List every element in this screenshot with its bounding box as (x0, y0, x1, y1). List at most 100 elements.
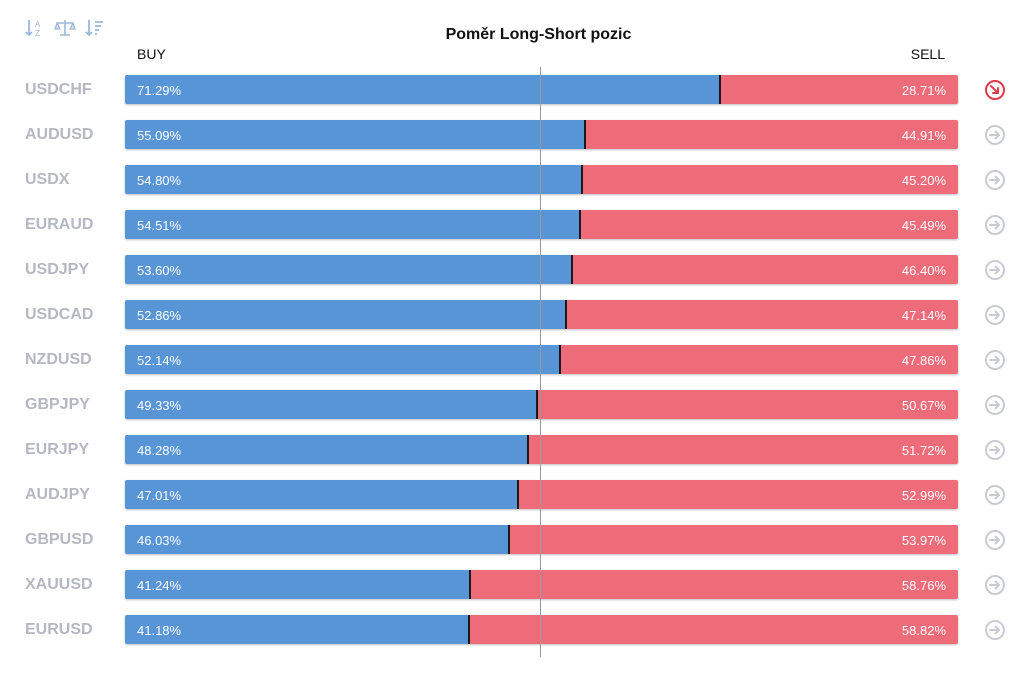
arrow-right-icon[interactable] (984, 394, 1006, 416)
ratio-divider (535, 390, 538, 419)
buy-segment: 49.33% (125, 390, 536, 419)
chart-title: Poměr Long-Short pozic (445, 26, 632, 43)
ratio-divider (581, 165, 584, 194)
buy-segment: 55.09% (125, 120, 584, 149)
ratio-row: XAUUSD 41.24% 58.76% (0, 569, 1023, 614)
ratio-bar: 47.01% 52.99% (125, 480, 958, 509)
ratio-divider (527, 435, 530, 464)
buy-segment: 52.14% (125, 345, 560, 374)
ratio-row: USDCAD 52.86% 47.14% (0, 299, 1023, 344)
sell-segment: 50.67% (537, 390, 958, 419)
sell-segment: 58.82% (470, 615, 958, 644)
ratio-divider (579, 210, 582, 239)
ratio-bar: 46.03% 53.97% (125, 525, 958, 554)
sell-percent-label: 50.67% (901, 398, 946, 413)
ratio-row: EURUSD 41.18% 58.82% (0, 614, 1023, 659)
ratio-row: GBPUSD 46.03% 53.97% (0, 524, 1023, 569)
arrow-right-icon[interactable] (984, 124, 1006, 146)
arrow-right-icon[interactable] (984, 214, 1006, 236)
symbol-label: AUDJPY (25, 486, 90, 503)
ratio-divider (468, 615, 471, 644)
buy-segment: 47.01% (125, 480, 517, 509)
sell-segment: 45.20% (583, 165, 958, 194)
sell-segment: 53.97% (510, 525, 958, 554)
buy-segment: 41.18% (125, 615, 469, 644)
buy-percent-label: 52.86% (137, 308, 182, 323)
ratio-divider (559, 345, 562, 374)
ratio-bar: 53.60% 46.40% (125, 255, 958, 284)
buy-segment: 53.60% (125, 255, 572, 284)
ratio-rows: USDCHF 71.29% 28.71% AUDUSD 55.09% 44.91% USDX… (0, 74, 1023, 659)
arrow-right-icon[interactable] (984, 169, 1006, 191)
ratio-bar: 41.18% 58.82% (125, 615, 958, 644)
arrow-right-icon[interactable] (984, 439, 1006, 461)
buy-percent-label: 55.09% (137, 128, 182, 143)
buy-percent-label: 52.14% (137, 353, 182, 368)
ratio-divider (508, 525, 511, 554)
sell-percent-label: 58.82% (901, 623, 946, 638)
ratio-row: USDX 54.80% 45.20% (0, 164, 1023, 209)
sell-segment: 47.86% (561, 345, 958, 374)
sell-segment: 45.49% (581, 210, 958, 239)
ratio-bar: 48.28% 51.72% (125, 435, 958, 464)
buy-segment: 41.24% (125, 570, 469, 599)
buy-header: BUY (137, 46, 166, 62)
buy-percent-label: 41.24% (137, 578, 182, 593)
arrow-right-icon[interactable] (984, 574, 1006, 596)
symbol-label: XAUUSD (25, 576, 93, 593)
symbol-label: AUDUSD (25, 126, 94, 143)
symbol-label: EURUSD (25, 621, 93, 638)
ratio-bar: 52.14% 47.86% (125, 345, 958, 374)
ratio-row: EURAUD 54.51% 45.49% (0, 209, 1023, 254)
symbol-label: EURAUD (25, 216, 94, 233)
sell-segment: 58.76% (470, 570, 958, 599)
buy-percent-label: 47.01% (137, 488, 182, 503)
sell-segment: 47.14% (567, 300, 958, 329)
sell-percent-label: 53.97% (901, 533, 946, 548)
ratio-bar: 49.33% 50.67% (125, 390, 958, 419)
ratio-bar: 54.80% 45.20% (125, 165, 958, 194)
arrow-down-right-icon[interactable] (984, 79, 1006, 101)
ratio-row: GBPJPY 49.33% 50.67% (0, 389, 1023, 434)
symbol-label: GBPJPY (25, 396, 90, 413)
buy-segment: 71.29% (125, 75, 719, 104)
sell-percent-label: 46.40% (901, 263, 946, 278)
buy-percent-label: 48.28% (137, 443, 182, 458)
symbol-label: USDJPY (25, 261, 90, 278)
sell-percent-label: 51.72% (901, 443, 946, 458)
sell-segment: 44.91% (585, 120, 958, 149)
buy-segment: 48.28% (125, 435, 528, 464)
sell-percent-label: 45.49% (901, 218, 946, 233)
ratio-bar: 41.24% 58.76% (125, 570, 958, 599)
ratio-bar: 54.51% 45.49% (125, 210, 958, 239)
arrow-right-icon[interactable] (984, 259, 1006, 281)
sell-segment: 52.99% (518, 480, 958, 509)
buy-percent-label: 46.03% (137, 533, 182, 548)
sell-segment: 28.71% (720, 75, 958, 104)
buy-percent-label: 54.51% (137, 218, 182, 233)
buy-segment: 46.03% (125, 525, 509, 554)
arrow-right-icon[interactable] (984, 529, 1006, 551)
ratio-divider (468, 570, 471, 599)
buy-segment: 52.86% (125, 300, 566, 329)
sort-alphabetical-icon[interactable]: A Z (24, 17, 46, 39)
sell-percent-label: 45.20% (901, 173, 946, 188)
buy-percent-label: 71.29% (137, 83, 182, 98)
sell-segment: 51.72% (529, 435, 958, 464)
ratio-row: USDJPY 53.60% 46.40% (0, 254, 1023, 299)
sell-segment: 46.40% (573, 255, 958, 284)
ratio-row: AUDJPY 47.01% 52.99% (0, 479, 1023, 524)
arrow-right-icon[interactable] (984, 349, 1006, 371)
balance-scale-icon[interactable] (54, 17, 76, 39)
symbol-label: USDX (25, 171, 70, 188)
ratio-divider (516, 480, 519, 509)
sort-descending-icon[interactable] (84, 17, 106, 39)
arrow-right-icon[interactable] (984, 484, 1006, 506)
arrow-right-icon[interactable] (984, 304, 1006, 326)
symbol-label: USDCAD (25, 306, 94, 323)
sell-percent-label: 28.71% (901, 83, 946, 98)
ratio-row: USDCHF 71.29% 28.71% (0, 74, 1023, 119)
sell-percent-label: 44.91% (901, 128, 946, 143)
ratio-divider (571, 255, 574, 284)
arrow-right-icon[interactable] (984, 619, 1006, 641)
